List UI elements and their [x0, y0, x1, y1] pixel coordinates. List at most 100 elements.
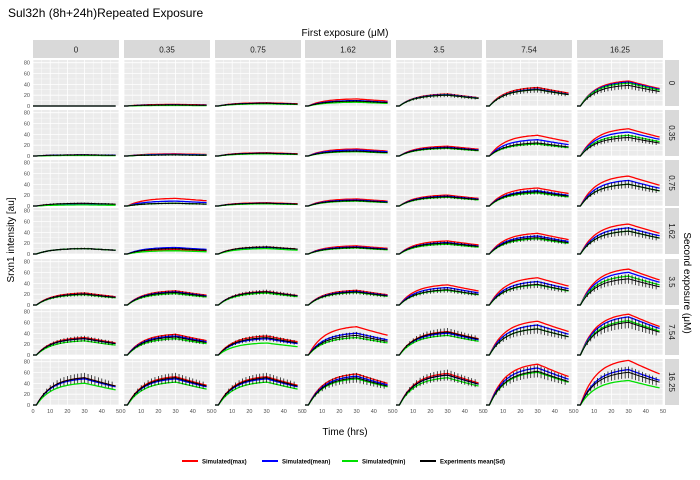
facet-panel: [395, 160, 483, 207]
facet-panel: [304, 359, 392, 406]
facet-panel: [123, 160, 211, 207]
y-tick-label: 40: [24, 82, 30, 88]
x-tick-label: 20: [517, 409, 523, 415]
x-tick-label: 50: [388, 409, 394, 415]
series-line-max: [486, 134, 569, 157]
y-tick-label: 80: [24, 61, 30, 67]
facet-panel: [485, 60, 573, 107]
x-tick-label: 30: [445, 409, 451, 415]
x-tick-label: 50: [116, 409, 122, 415]
x-tick-label: 20: [336, 409, 342, 415]
series-line-min: [577, 379, 660, 406]
y-tick-label: 20: [24, 241, 30, 247]
x-tick-label: 30: [354, 409, 360, 415]
legend-label: Simulated(min): [362, 460, 405, 466]
y-tick-label: 60: [24, 220, 30, 226]
column-strip-label: 0: [74, 46, 79, 55]
facet-panel: [214, 60, 302, 107]
x-tick-label: 50: [569, 409, 575, 415]
facet-panel: [32, 309, 120, 356]
row-strip-label: 1.62: [667, 223, 676, 239]
series-line-min: [33, 382, 116, 406]
x-tick-label: 0: [303, 409, 306, 415]
y-tick-label: 20: [24, 292, 30, 298]
x-tick-label: 20: [64, 409, 70, 415]
column-strip: [33, 40, 119, 58]
x-tick-label: 40: [190, 409, 196, 415]
facet-panel: [576, 208, 664, 255]
facet-panel: [304, 60, 392, 107]
facet-panel: [485, 160, 573, 207]
y-tick-label: 80: [24, 209, 30, 215]
row-strip: [665, 110, 679, 156]
series-line-mean: [577, 271, 660, 306]
y-axis-title: Srxn1 intensity [au]: [6, 197, 17, 282]
facet-panel: [576, 259, 664, 306]
column-strip: [486, 40, 572, 58]
y-tick-label: 0: [27, 403, 30, 409]
x-tick-label: 0: [122, 409, 125, 415]
facet-panel: [576, 60, 664, 107]
y-tick-label: 40: [24, 281, 30, 287]
facet-panel: [395, 309, 483, 356]
x-tick-label: 40: [99, 409, 105, 415]
x-tick-label: 10: [138, 409, 144, 415]
y-tick-label: 20: [24, 193, 30, 199]
column-strip: [305, 40, 391, 58]
y-tick-label: 60: [24, 172, 30, 178]
facet-panel: [485, 309, 573, 356]
facet-panel: [123, 110, 211, 157]
series-line-max: [486, 187, 569, 207]
column-facet-title: First exposure (μM): [302, 28, 389, 39]
legend-item: Simulated(mean): [262, 460, 330, 466]
x-tick-label: 30: [82, 409, 88, 415]
facet-panel: [123, 259, 211, 306]
legend-label: Simulated(max): [202, 460, 247, 466]
series-line-max: [486, 363, 569, 406]
x-tick-label: 10: [229, 409, 235, 415]
legend-item: Simulated(min): [342, 460, 405, 466]
facet-panel: [32, 208, 120, 255]
y-tick-label: 40: [24, 230, 30, 236]
series-line-max: [396, 284, 479, 306]
facet-panel: [395, 359, 483, 406]
column-strip-label: 1.62: [340, 46, 356, 55]
series-line-max: [305, 326, 388, 356]
y-tick-label: 20: [24, 93, 30, 99]
series-line-min: [215, 342, 298, 356]
facet-panel: [32, 160, 120, 207]
row-strip-label: 7.54: [667, 324, 676, 340]
facet-panel: [123, 208, 211, 255]
legend-item: Experiments mean(Sd): [420, 460, 505, 466]
facet-panel: [304, 110, 392, 157]
series-line-min: [124, 250, 207, 255]
facet-panel: [214, 309, 302, 356]
row-strip-label: 0: [667, 81, 676, 86]
x-tick-label: 20: [427, 409, 433, 415]
facet-panel: [214, 110, 302, 157]
y-tick-label: 40: [24, 331, 30, 337]
facet-panel: [485, 359, 573, 406]
x-tick-label: 50: [298, 409, 304, 415]
y-tick-label: 60: [24, 371, 30, 377]
facet-panel: [214, 259, 302, 306]
facet-panel: [576, 160, 664, 207]
row-strip: [665, 208, 679, 254]
x-tick-label: 10: [47, 409, 53, 415]
y-tick-label: 20: [24, 143, 30, 149]
facet-panel: [304, 160, 392, 207]
facet-panel: [395, 60, 483, 107]
y-tick-label: 40: [24, 182, 30, 188]
row-strip: [665, 60, 679, 106]
facet-panel: [123, 60, 211, 107]
facet-panel: [123, 309, 211, 356]
series-line-mean: [577, 131, 660, 157]
row-strip: [665, 309, 679, 355]
series-line-max: [577, 313, 660, 356]
row-strip-label: 0.35: [667, 125, 676, 141]
y-tick-label: 80: [24, 111, 30, 117]
facet-panel: [123, 359, 211, 406]
x-tick-label: 10: [500, 409, 506, 415]
column-strip: [215, 40, 301, 58]
